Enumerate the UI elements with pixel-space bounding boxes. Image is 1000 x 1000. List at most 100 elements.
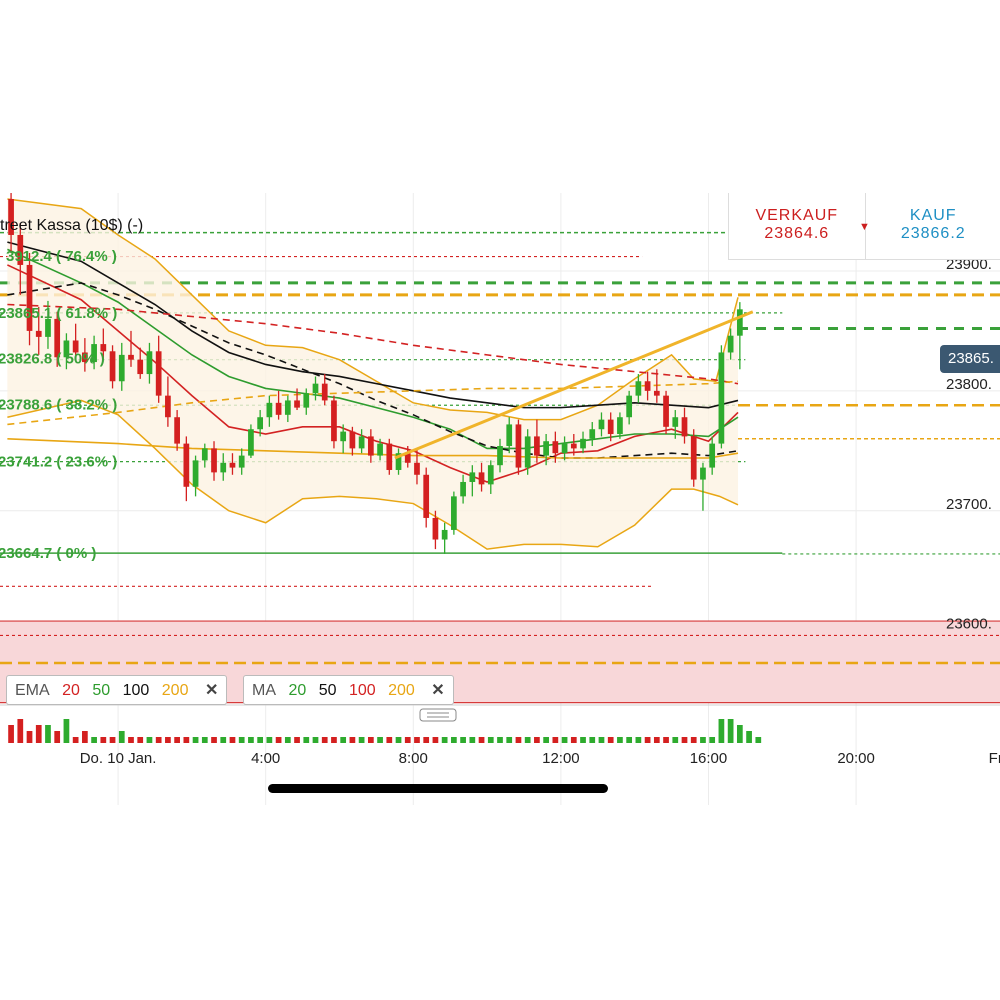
volume-bar xyxy=(321,737,328,743)
y-tick-label: 23800. xyxy=(946,376,992,393)
volume-bar xyxy=(312,737,319,743)
volume-bar xyxy=(238,737,245,743)
candle-body xyxy=(358,436,365,449)
candle-body xyxy=(248,429,254,456)
candle-body xyxy=(26,264,33,331)
price-chart[interactable]: 3912.4 ( 76.4% ) 23865.1 ( 61.8% ) 23826.8… xyxy=(0,193,1000,805)
candle-body xyxy=(580,438,586,449)
candle-body xyxy=(432,517,439,540)
candle-body xyxy=(128,354,134,360)
candle-body xyxy=(100,344,107,352)
candle-body xyxy=(451,496,457,530)
candle-body xyxy=(718,352,725,444)
volume-bar xyxy=(229,737,236,743)
volume-bar xyxy=(128,737,134,743)
volume-bar xyxy=(700,737,706,743)
volume-bar xyxy=(340,737,347,743)
candle-body xyxy=(174,417,180,444)
candles xyxy=(8,193,743,554)
volume-bar xyxy=(506,737,513,743)
candle-body xyxy=(220,462,227,473)
candle-body xyxy=(211,448,217,473)
volume-bar xyxy=(543,737,549,743)
volume-bar xyxy=(552,737,559,743)
volume-bar xyxy=(349,737,356,743)
ema-close-icon[interactable]: ✕ xyxy=(204,682,219,699)
volume-bar xyxy=(727,719,734,743)
candle-body xyxy=(8,198,14,235)
ma-close-icon[interactable]: ✕ xyxy=(431,682,445,699)
volume-bar xyxy=(63,719,70,743)
ma-indicator-box[interactable]: MA 20 50 100 200 ✕ xyxy=(243,675,454,705)
candle-body xyxy=(607,419,614,435)
candle-body xyxy=(257,417,264,430)
candle-body xyxy=(183,443,190,487)
candle-body xyxy=(497,446,503,466)
buy-quote[interactable]: KAUF 23866.2 xyxy=(864,193,1000,259)
volume-bar xyxy=(377,737,383,743)
volume-bar xyxy=(598,737,605,743)
candle-body xyxy=(736,309,743,336)
fibonacci-labels: 3912.4 ( 76.4% ) 23865.1 ( 61.8% ) 23826.8… xyxy=(0,248,117,562)
candle-body xyxy=(617,417,623,435)
volume-bar xyxy=(681,737,688,743)
volume-bar xyxy=(266,737,273,743)
candle-body xyxy=(672,417,679,427)
candle-body xyxy=(395,453,402,470)
candle-body xyxy=(192,460,199,487)
fib-level-label: 23788.6 ( 38.2% ) xyxy=(0,397,117,414)
bollinger-fill xyxy=(7,198,739,550)
x-tick-label: Do. 10 Jan. xyxy=(80,750,157,767)
candle-body xyxy=(340,431,347,442)
ema-period: 20 xyxy=(62,682,80,699)
candle-body xyxy=(266,402,273,418)
bollinger-upper xyxy=(7,198,739,421)
candle-body xyxy=(294,400,300,408)
sell-arrow-icon[interactable]: ▼ xyxy=(859,221,871,233)
candle-body xyxy=(414,462,420,475)
x-tick-label: Fr. 1 xyxy=(989,750,1000,767)
sell-quote[interactable]: VERKAUF 23864.6 ▼ xyxy=(729,193,869,259)
volume-bar xyxy=(718,719,725,743)
candle-body xyxy=(165,395,171,418)
candle-body xyxy=(229,462,236,468)
volume-bar xyxy=(515,737,522,743)
candle-body xyxy=(709,443,716,468)
volume-bar xyxy=(211,737,217,743)
volume-bar xyxy=(423,737,430,743)
candle-body xyxy=(54,318,61,358)
volume-bar xyxy=(580,737,586,743)
x-tick-label: 20:00 xyxy=(837,750,875,767)
volume-bar xyxy=(524,737,531,743)
volume-bar xyxy=(331,737,337,743)
candle-body xyxy=(543,441,549,456)
candle-body xyxy=(109,351,116,382)
ema-indicator-box[interactable]: EMA 20 50 100 200 ✕ xyxy=(6,675,228,705)
candle-body xyxy=(681,417,688,437)
home-indicator[interactable] xyxy=(268,784,608,793)
volume-bar xyxy=(626,737,633,743)
volume-bar xyxy=(441,737,448,743)
volume-bar xyxy=(26,731,33,743)
volume-bar xyxy=(497,737,503,743)
chart-frame[interactable]: 3912.4 ( 76.4% ) 23865.1 ( 61.8% ) 23826.8… xyxy=(0,193,1000,805)
ma-label: MA xyxy=(252,682,276,699)
candle-body xyxy=(635,381,642,396)
trend-line[interactable] xyxy=(394,310,754,460)
quote-panel: VERKAUF 23864.6 ▼ KAUF 23866.2 xyxy=(728,193,1000,260)
volume-bar xyxy=(118,731,125,743)
buy-value: 23866.2 xyxy=(900,225,966,242)
sell-label: VERKAUF xyxy=(755,207,839,224)
volume-bar xyxy=(54,731,61,743)
volume-bar xyxy=(183,737,190,743)
candle-body xyxy=(663,395,669,427)
ma-period: 100 xyxy=(348,682,376,699)
x-tick-label: 8:00 xyxy=(399,750,428,767)
moving-average-line xyxy=(7,282,739,459)
candle-body xyxy=(331,400,337,442)
sell-value: 23864.6 xyxy=(764,225,830,242)
volume-bar xyxy=(220,737,227,743)
candle-body xyxy=(386,443,393,470)
volume-bar xyxy=(663,737,669,743)
trend-line[interactable] xyxy=(394,310,754,460)
